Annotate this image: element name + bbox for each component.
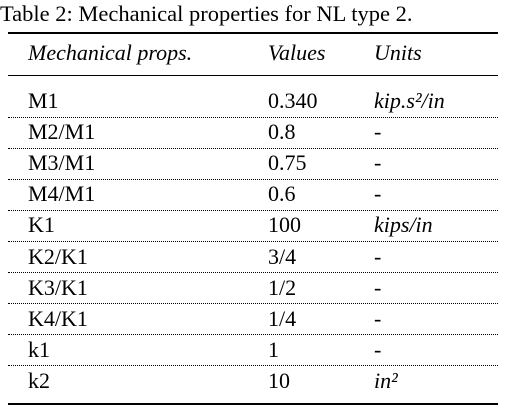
row-separator [8,116,498,118]
top-rule [8,32,498,34]
table-cell: K3/K1 [28,274,88,300]
table-cell: - [374,274,382,300]
row-separator [8,147,498,149]
header-cell: Units [374,40,422,65]
table-cell: - [374,305,382,331]
row-separator [8,272,498,274]
table-cell: 3/4 [268,243,297,269]
bottom-rule [8,403,498,405]
table-cell: - [374,243,382,269]
table-cell: M3/M1 [28,150,96,176]
table-cell: M2/M1 [28,119,96,145]
table-cell: 0.75 [268,150,307,176]
table-cell: 100 [268,212,301,238]
table-cell: kip.s²/in [374,88,445,113]
table-cell: in² [374,367,398,393]
table-cell: M4/M1 [28,181,96,207]
table-cell: K1 [28,212,55,238]
row-separator [8,303,498,305]
table-cell: 10 [268,367,290,393]
table-cell: 1/4 [268,305,297,331]
table-cell: k1 [28,336,50,362]
table-cell: 0.6 [268,181,296,207]
header-cell: Mechanical props. [28,40,193,65]
table-cell: K4/K1 [28,305,88,331]
table-caption: Table 2: Mechanical properties for NL ty… [0,1,413,26]
table-cell: - [374,336,382,362]
row-separator [8,334,498,336]
row-separator [8,178,498,180]
table-cell: 0.8 [268,119,296,145]
table-cell: - [374,150,382,176]
table-cell: M1 [28,88,59,113]
table-cell: - [374,181,382,207]
table-cell: K2/K1 [28,243,88,269]
table-cell: k2 [28,367,50,393]
table-cell: 1/2 [268,274,297,300]
row-separator [8,365,498,367]
table-cell: 0.340 [268,88,318,113]
header-rule [8,75,498,76]
row-separator [8,209,498,211]
table-cell: 1 [268,336,279,362]
row-separator [8,240,498,242]
table-cell: - [374,119,382,145]
table-cell: kips/in [374,212,433,238]
header-cell: Values [268,40,326,65]
